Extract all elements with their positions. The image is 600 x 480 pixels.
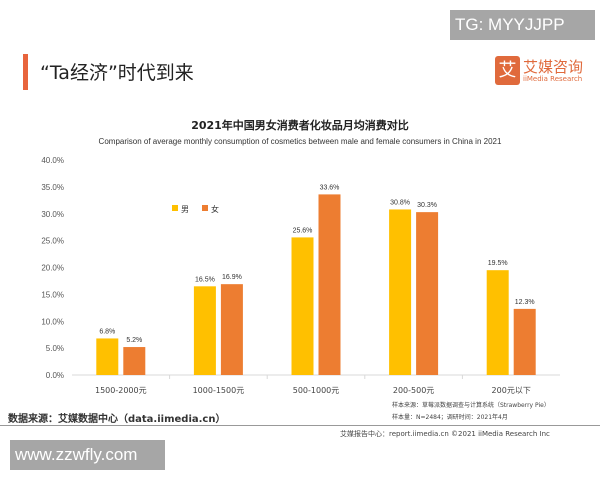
bar	[96, 338, 119, 375]
bar	[389, 209, 412, 375]
sample-size: 样本量：N=2484；调研时间：2021年4月	[392, 414, 508, 421]
copyright: 艾媒报告中心：report.iimedia.cn ©2021 iiMedia R…	[340, 430, 550, 438]
bar	[513, 308, 536, 375]
data-label: 30.8%	[390, 199, 410, 206]
data-source: 数据来源：艾媒数据中心（data.iimedia.cn）	[8, 414, 226, 425]
data-label: 5.2%	[126, 337, 142, 344]
data-label: 16.5%	[195, 276, 215, 283]
data-label: 16.9%	[222, 274, 242, 281]
legend-swatch	[172, 205, 178, 211]
y-tick-label: 25.0%	[41, 237, 64, 246]
y-tick-label: 15.0%	[41, 290, 64, 299]
title-accent-bar	[23, 54, 28, 90]
x-tick-label: 200元以下	[492, 386, 531, 395]
x-tick-label: 500-1000元	[293, 386, 340, 395]
logo-mark: 艾	[495, 56, 520, 85]
x-tick-label: 200-500元	[393, 386, 434, 395]
data-label: 12.3%	[515, 299, 535, 306]
watermark-bottom: www.zzwfly.com	[10, 440, 165, 470]
divider	[0, 425, 600, 426]
y-tick-label: 20.0%	[41, 264, 64, 273]
bar	[486, 270, 509, 375]
data-label: 25.6%	[293, 227, 313, 234]
x-tick-label: 1000-1500元	[193, 386, 245, 395]
page-title: “Ta经济”时代到来	[40, 62, 194, 84]
bar	[220, 284, 243, 375]
logo-en: iiMedia Research	[523, 74, 583, 83]
sample-source: 样本来源：草莓派数据调查与计算系统（Strawberry Pie）	[392, 402, 550, 409]
bar	[193, 286, 216, 375]
watermark-top: TG: MYYJJPP	[450, 10, 595, 40]
legend-label: 女	[211, 204, 219, 214]
data-label: 30.3%	[417, 202, 437, 209]
data-label: 6.8%	[99, 328, 115, 335]
bar	[416, 212, 439, 375]
y-tick-label: 10.0%	[41, 317, 64, 326]
chart-title: 2021年中国男女消费者化妆品月均消费对比	[191, 119, 409, 132]
chart-subtitle: Comparison of average monthly consumptio…	[98, 137, 502, 146]
logo: 艾 艾媒咨询 iiMedia Research	[495, 56, 583, 85]
y-tick-label: 35.0%	[41, 183, 64, 192]
data-label: 19.5%	[488, 260, 508, 267]
bar	[291, 237, 314, 375]
bar	[123, 347, 146, 375]
data-label: 33.6%	[320, 184, 340, 191]
legend-swatch	[202, 205, 208, 211]
legend-label: 男	[181, 205, 189, 214]
bar	[318, 194, 341, 375]
logo-cn: 艾媒咨询	[523, 57, 584, 76]
y-tick-label: 40.0%	[41, 156, 64, 165]
x-tick-label: 1500-2000元	[95, 386, 147, 395]
y-tick-label: 0.0%	[46, 371, 64, 380]
y-tick-label: 30.0%	[41, 210, 64, 219]
y-tick-label: 5.0%	[46, 344, 64, 353]
